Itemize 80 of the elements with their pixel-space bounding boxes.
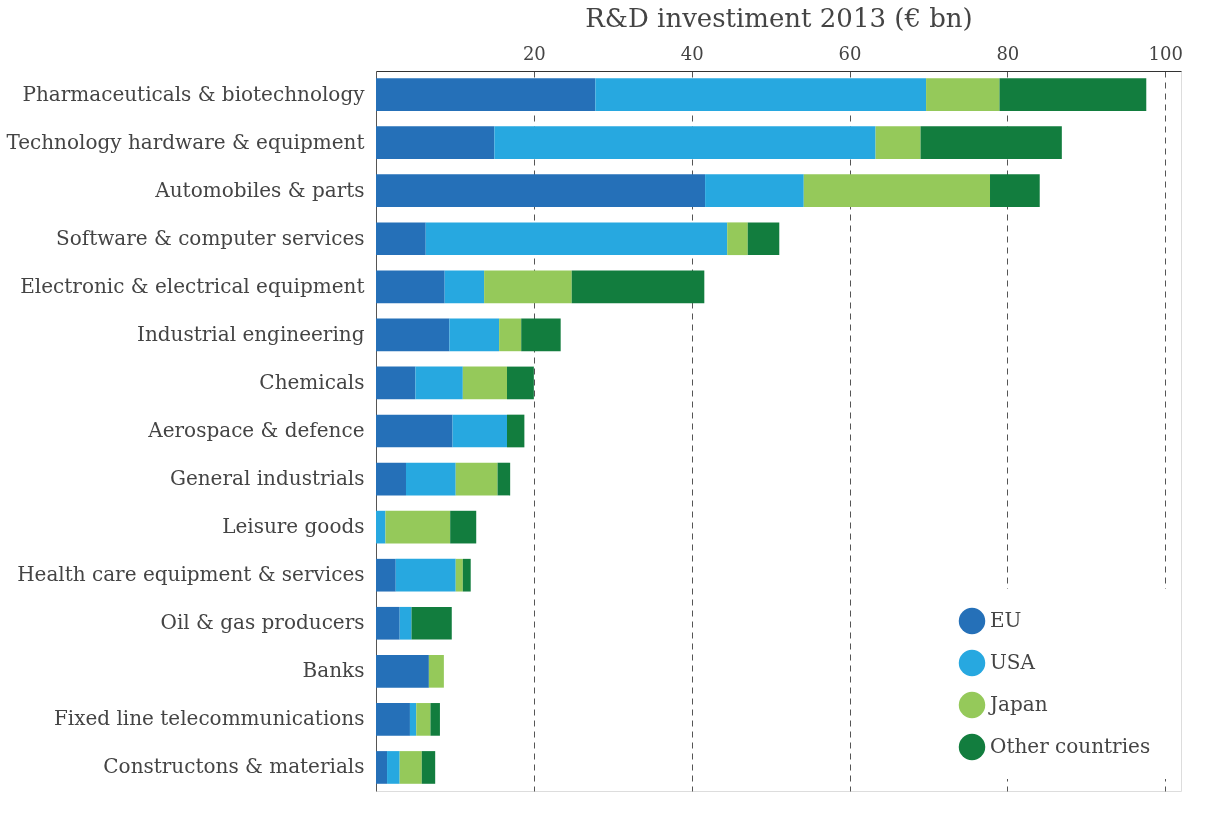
bar <box>521 318 561 352</box>
y-tick-label: Industrial engineering <box>136 321 365 346</box>
bar <box>376 558 396 592</box>
bar <box>747 222 780 256</box>
bar <box>999 78 1147 111</box>
bar <box>455 558 463 592</box>
x-tick-label: 60 <box>838 42 862 64</box>
bar <box>484 270 572 304</box>
y-tick-label: Oil & gas producers <box>160 610 365 635</box>
y-tick-label: General industrials <box>169 466 365 491</box>
bar <box>428 654 444 688</box>
x-axis-title: R&D investiment 2013 (€ bn) <box>585 2 973 33</box>
bar <box>376 366 416 400</box>
y-tick-label: Constructons & materials <box>103 754 365 779</box>
bar <box>385 510 451 544</box>
y-tick-label: Banks <box>302 658 365 683</box>
y-tick-label: Technology hardware & equipment <box>6 129 365 154</box>
bar <box>507 414 525 448</box>
bar <box>462 366 508 400</box>
bar <box>376 270 445 304</box>
x-tick-label: 40 <box>680 42 704 64</box>
bar <box>450 510 477 544</box>
bar <box>920 126 1062 159</box>
x-tick-label: 80 <box>996 42 1020 64</box>
bar <box>405 462 456 496</box>
bar <box>803 174 991 208</box>
bar <box>875 126 921 159</box>
bar <box>595 78 927 111</box>
bar <box>494 126 876 159</box>
bar <box>452 414 508 448</box>
x-tick-label: 100 <box>1148 42 1183 64</box>
y-tick-label: Pharmaceuticals & biotechnology <box>22 81 366 106</box>
legend-label: Other countries <box>990 734 1151 758</box>
legend-label: EU <box>990 608 1022 632</box>
bar <box>415 366 463 400</box>
y-tick-label: Software & computer services <box>56 225 365 250</box>
bar <box>376 703 410 736</box>
bar <box>376 654 429 688</box>
bar <box>425 222 728 256</box>
bar <box>376 222 426 256</box>
bar <box>376 462 406 496</box>
bar <box>395 558 456 592</box>
y-tick-label: Aerospace & defence <box>147 418 365 442</box>
bar <box>430 703 440 736</box>
y-tick-label: Electronic & electrical equipment <box>20 273 365 298</box>
legend-label: Japan <box>988 692 1048 716</box>
bar <box>416 703 431 736</box>
bar <box>399 606 412 640</box>
bar <box>727 222 748 256</box>
bar <box>376 510 386 544</box>
bar <box>990 174 1040 208</box>
bar <box>376 174 706 208</box>
bar <box>462 558 471 592</box>
bar <box>926 78 1000 111</box>
y-tick-label: Automobiles & parts <box>154 177 365 202</box>
y-tick-label: Health care equipment & services <box>17 562 365 587</box>
bar <box>444 270 485 304</box>
x-tick-label: 20 <box>522 42 546 64</box>
bar <box>507 366 534 400</box>
bar <box>705 174 804 208</box>
legend-label: USA <box>990 650 1036 674</box>
bar <box>376 414 453 448</box>
y-tick-label: Chemicals <box>259 369 365 394</box>
bar <box>411 606 452 640</box>
bar <box>421 751 436 784</box>
bar <box>409 703 417 736</box>
bar <box>376 78 596 111</box>
bar <box>571 270 705 304</box>
y-tick-label: Leisure goods <box>222 514 365 539</box>
bar <box>497 462 511 496</box>
bar <box>399 751 422 784</box>
y-tick-label: Fixed line telecommunications <box>53 706 365 731</box>
bar <box>499 318 522 352</box>
bar <box>376 318 450 352</box>
bar <box>376 126 495 159</box>
bar <box>455 462 498 496</box>
bar <box>376 606 400 640</box>
bar <box>387 751 400 784</box>
bar <box>449 318 500 352</box>
bar <box>376 751 388 784</box>
